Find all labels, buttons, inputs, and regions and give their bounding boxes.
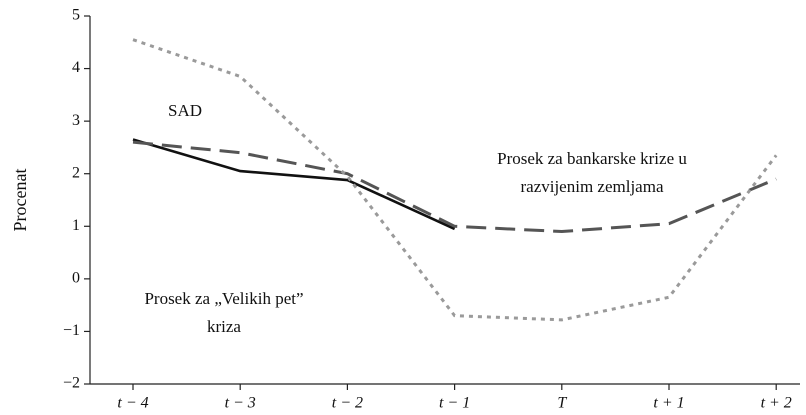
y-tick-label: 5 — [72, 7, 80, 24]
y-tick-label: 3 — [72, 112, 80, 129]
y-tick-label: 1 — [72, 217, 80, 234]
y-tick-label: 2 — [72, 164, 80, 181]
y-tick-label: −1 — [63, 322, 80, 339]
annotation: Prosek za bankarske krize u — [497, 149, 687, 168]
x-tick-label: t − 1 — [439, 395, 470, 412]
y-tick-label: −2 — [63, 375, 80, 392]
y-axis-label: Procenat — [10, 169, 30, 232]
y-tick-label: 4 — [72, 59, 80, 76]
annotation: razvijenim zemljama — [520, 177, 663, 196]
x-tick-label: t + 2 — [761, 395, 792, 412]
x-tick-label: t − 4 — [117, 395, 148, 412]
annotation: Prosek za „Velikih pet” — [144, 289, 303, 308]
x-tick-label: t − 2 — [332, 395, 363, 412]
annotation: SAD — [168, 101, 202, 120]
series-line — [132, 138, 456, 231]
x-tick-label: T — [557, 395, 567, 412]
annotation: kriza — [207, 317, 241, 336]
x-tick-label: t + 1 — [653, 395, 684, 412]
series-line — [132, 140, 777, 234]
x-tick-label: t − 3 — [225, 395, 256, 412]
y-tick-label: 0 — [72, 270, 80, 287]
series-line — [132, 38, 778, 322]
